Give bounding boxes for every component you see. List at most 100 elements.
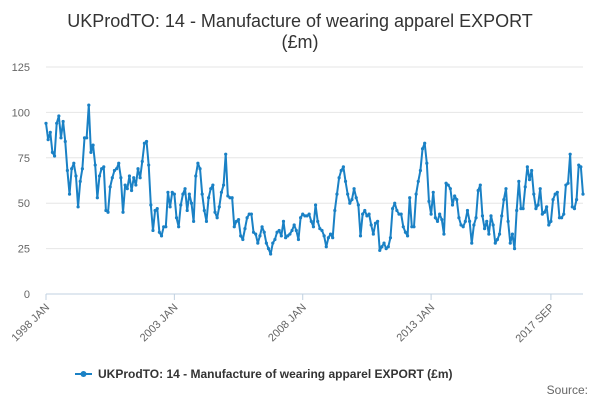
data-point[interactable] [566, 181, 570, 185]
data-point[interactable] [307, 212, 311, 216]
data-point[interactable] [187, 192, 191, 196]
data-point[interactable] [256, 241, 260, 245]
data-point[interactable] [508, 241, 512, 245]
data-point[interactable] [423, 141, 427, 145]
data-point[interactable] [453, 194, 457, 198]
data-point[interactable] [100, 167, 104, 171]
data-point[interactable] [147, 163, 151, 167]
data-point[interactable] [335, 192, 339, 196]
data-point[interactable] [219, 190, 224, 194]
data-point[interactable] [442, 232, 446, 236]
data-point[interactable] [376, 219, 380, 223]
data-point[interactable] [497, 232, 502, 236]
data-point[interactable] [564, 183, 568, 187]
data-point[interactable] [491, 223, 495, 227]
data-point[interactable] [399, 212, 403, 216]
data-point[interactable] [536, 203, 540, 207]
data-point[interactable] [189, 201, 194, 205]
data-point[interactable] [378, 248, 382, 253]
data-point[interactable] [348, 201, 352, 205]
data-point[interactable] [487, 232, 491, 236]
data-point[interactable] [132, 176, 136, 180]
data-point[interactable] [61, 119, 65, 124]
data-point[interactable] [495, 237, 500, 242]
data-point[interactable] [127, 174, 132, 178]
data-point[interactable] [401, 225, 405, 229]
data-point[interactable] [275, 230, 279, 234]
data-point[interactable] [200, 192, 204, 196]
data-point[interactable] [517, 179, 521, 184]
data-point[interactable] [435, 219, 440, 223]
data-point[interactable] [356, 203, 360, 207]
data-point[interactable] [284, 236, 288, 240]
data-point[interactable] [217, 205, 221, 209]
data-point[interactable] [172, 192, 176, 196]
data-point[interactable] [230, 196, 234, 200]
data-point[interactable] [185, 208, 189, 213]
data-point[interactable] [70, 167, 74, 171]
data-point[interactable] [211, 183, 215, 187]
data-point[interactable] [346, 192, 350, 196]
data-point[interactable] [380, 245, 384, 249]
data-point[interactable] [418, 168, 422, 173]
data-point[interactable] [168, 205, 172, 209]
data-point[interactable] [209, 187, 213, 191]
data-point[interactable] [510, 232, 514, 236]
data-point[interactable] [117, 161, 121, 165]
data-point[interactable] [213, 210, 217, 214]
data-point[interactable] [249, 212, 253, 216]
data-point[interactable] [440, 217, 444, 222]
data-point[interactable] [144, 139, 149, 144]
data-point[interactable] [384, 247, 388, 251]
data-point[interactable] [192, 219, 196, 223]
legend[interactable]: UKProdTO: 14 - Manufacture of wearing ap… [75, 367, 453, 381]
data-point[interactable] [159, 234, 164, 238]
data-point[interactable] [91, 143, 95, 147]
data-point[interactable] [260, 225, 264, 229]
data-point[interactable] [523, 185, 527, 189]
data-point[interactable] [579, 165, 583, 169]
data-point[interactable] [515, 208, 519, 213]
data-point[interactable] [322, 234, 326, 238]
data-point[interactable] [485, 219, 489, 223]
data-point[interactable] [202, 208, 206, 213]
data-point[interactable] [540, 212, 544, 216]
data-point[interactable] [298, 216, 303, 220]
data-point[interactable] [164, 225, 168, 229]
data-point[interactable] [46, 138, 50, 142]
data-point[interactable] [194, 174, 198, 178]
data-point[interactable] [358, 234, 363, 238]
data-point[interactable] [125, 187, 129, 191]
data-point[interactable] [574, 197, 579, 202]
data-point[interactable] [474, 216, 478, 220]
data-point[interactable] [350, 197, 354, 202]
data-point[interactable] [296, 237, 301, 242]
data-point[interactable] [444, 181, 448, 185]
data-point[interactable] [309, 219, 313, 223]
data-point[interactable] [341, 165, 345, 169]
data-point[interactable] [157, 230, 161, 234]
data-point[interactable] [457, 216, 461, 220]
data-point[interactable] [371, 232, 375, 236]
data-point[interactable] [369, 223, 373, 227]
data-point[interactable] [328, 232, 333, 236]
data-point[interactable] [174, 216, 179, 220]
data-point[interactable] [506, 219, 510, 223]
data-point[interactable] [425, 161, 429, 165]
data-point[interactable] [433, 216, 437, 220]
data-point[interactable] [572, 207, 577, 211]
data-point[interactable] [59, 136, 63, 140]
data-point[interactable] [65, 168, 69, 173]
data-point[interactable] [553, 192, 557, 196]
data-point[interactable] [431, 190, 435, 194]
data-point[interactable] [521, 207, 525, 211]
data-point[interactable] [388, 236, 393, 240]
data-point[interactable] [196, 161, 200, 165]
data-point[interactable] [121, 210, 125, 214]
data-point[interactable] [472, 223, 476, 227]
data-point[interactable] [290, 228, 294, 233]
data-point[interactable] [301, 212, 305, 216]
data-point[interactable] [224, 152, 228, 156]
data-point[interactable] [254, 232, 258, 236]
data-point[interactable] [104, 208, 108, 213]
